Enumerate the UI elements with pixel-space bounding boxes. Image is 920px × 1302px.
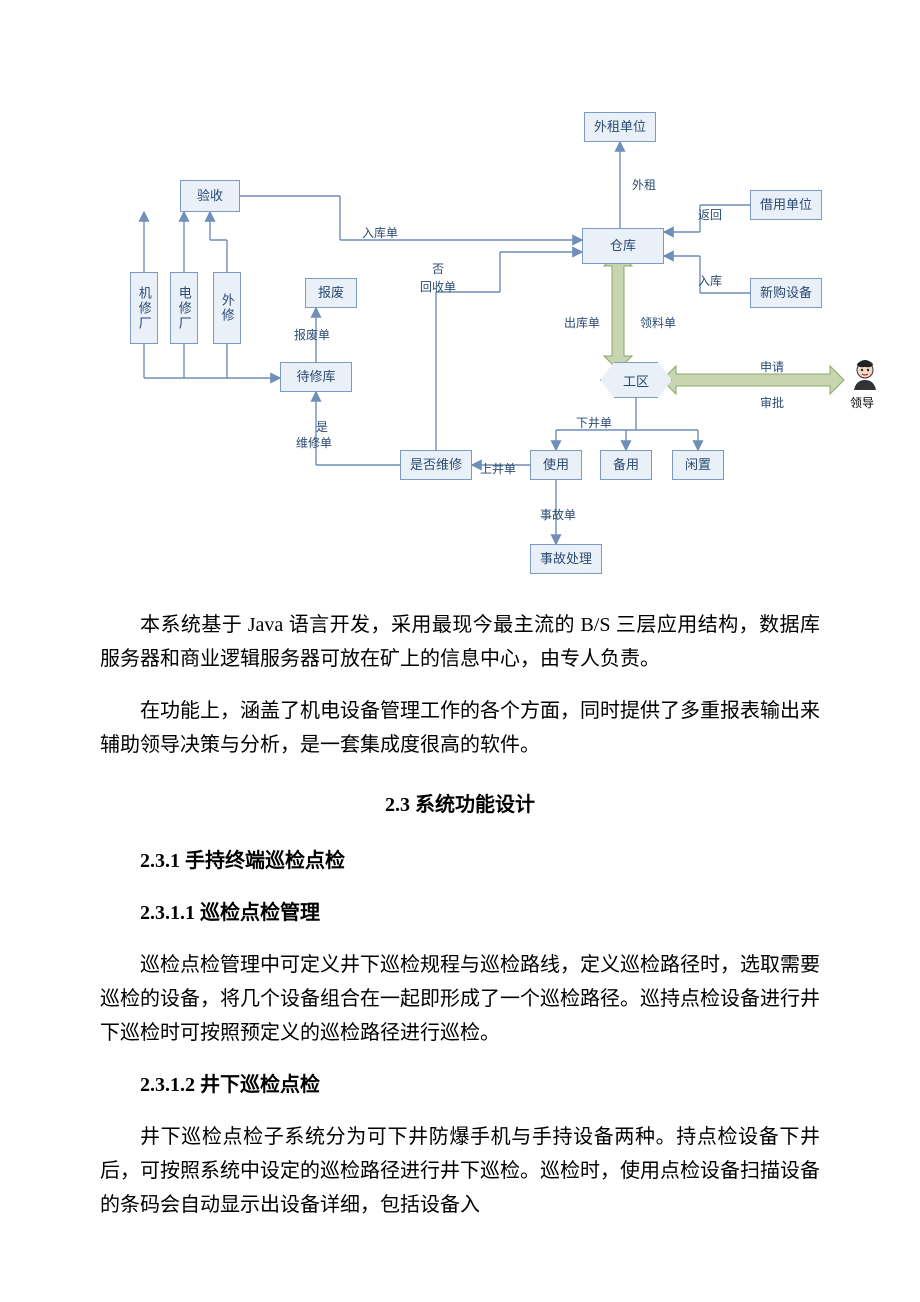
node-yanshou: 验收 xyxy=(180,180,240,212)
node-label: 借用单位 xyxy=(760,197,812,213)
node-dianxiu: 电修厂 xyxy=(170,272,198,344)
node-jieyong: 借用单位 xyxy=(750,190,822,220)
edge-label: 入库单 xyxy=(362,224,398,241)
node-label: 是否维修 xyxy=(410,457,462,473)
heading-4: 2.3.1.2 井下巡检点检 xyxy=(100,1068,820,1102)
node-daixiu: 待修库 xyxy=(280,362,352,392)
edge-label: 外租 xyxy=(632,176,656,193)
heading-2: 2.3 系统功能设计 xyxy=(100,788,820,822)
edge-label: 维修单 xyxy=(296,434,332,451)
node-wairent: 外租单位 xyxy=(584,112,656,142)
node-cangku: 仓库 xyxy=(582,228,664,264)
node-weixiu-decision: 是否维修 xyxy=(400,450,472,480)
flowchart-diagram: 验收 机修厂 电修厂 外修 报废 待修库 是否维修 事故处理 外租单位 借用单位… xyxy=(0,0,920,590)
paragraph: 巡检点检管理中可定义井下巡检规程与巡检路线，定义巡检路径时，选取需要巡检的设备，… xyxy=(100,948,820,1050)
document-body: 本系统基于 Java 语言开发，采用最现今最主流的 B/S 三层应用结构，数据库… xyxy=(0,608,920,1280)
heading-4: 2.3.1.1 巡检点检管理 xyxy=(100,896,820,930)
edge-label: 事故单 xyxy=(540,506,576,523)
edge-label: 出库单 xyxy=(564,314,600,331)
node-label: 备用 xyxy=(613,457,639,473)
edge-label: 领料单 xyxy=(640,314,676,331)
node-waixiu: 外修 xyxy=(213,272,241,344)
node-label: 报废 xyxy=(318,285,344,301)
edge-label: 是 xyxy=(316,418,328,435)
node-baofei: 报废 xyxy=(305,278,357,308)
node-label: 外修 xyxy=(219,293,235,323)
edge-label: 申请 xyxy=(760,358,784,375)
node-label: 机修厂 xyxy=(136,286,152,331)
node-label: 工区 xyxy=(623,371,649,390)
node-label: 使用 xyxy=(543,457,569,473)
paragraph: 本系统基于 Java 语言开发，采用最现今最主流的 B/S 三层应用结构，数据库… xyxy=(100,608,820,676)
node-label: 待修库 xyxy=(296,369,335,385)
edge-label: 报废单 xyxy=(294,326,330,343)
node-gongqu: 工区 xyxy=(600,362,672,398)
heading-3: 2.3.1 手持终端巡检点检 xyxy=(100,844,820,878)
node-label: 验收 xyxy=(197,188,223,204)
edge-label: 返回 xyxy=(698,206,722,223)
node-label: 电修厂 xyxy=(176,286,192,331)
edge-label: 回收单 xyxy=(420,278,456,295)
node-jixiu: 机修厂 xyxy=(130,272,158,344)
edge-label: 下井单 xyxy=(576,414,612,431)
node-xianzhi: 闲置 xyxy=(672,450,724,480)
edge-label: 否 xyxy=(432,260,444,277)
paragraph: 井下巡检点检子系统分为可下井防爆手机与手持设备两种。持点检设备下井后，可按照系统… xyxy=(100,1120,820,1222)
node-shiyong: 使用 xyxy=(530,450,582,480)
leader-icon xyxy=(848,358,882,392)
edge-label: 上井单 xyxy=(480,460,516,477)
edge-label: 审批 xyxy=(760,394,784,411)
node-label: 闲置 xyxy=(685,457,711,473)
node-xingou: 新购设备 xyxy=(750,278,822,308)
paragraph: 在功能上，涵盖了机电设备管理工作的各个方面，同时提供了多重报表输出来辅助领导决策… xyxy=(100,694,820,762)
node-label: 事故处理 xyxy=(540,551,592,567)
node-beiyong: 备用 xyxy=(600,450,652,480)
node-shigu: 事故处理 xyxy=(530,544,602,574)
leader-label: 领导 xyxy=(850,394,874,411)
edge-label: 入库 xyxy=(698,272,722,289)
node-label: 新购设备 xyxy=(760,285,812,301)
node-label: 仓库 xyxy=(610,238,636,254)
node-label: 外租单位 xyxy=(594,119,646,135)
